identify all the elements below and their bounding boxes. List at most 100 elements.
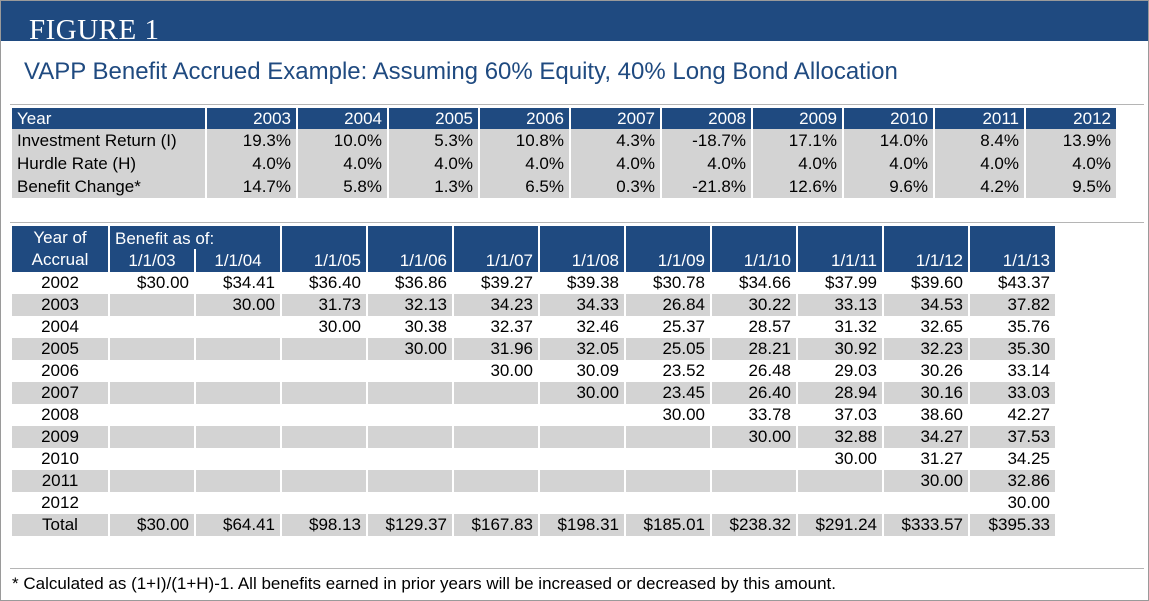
benefit-cell: 35.76	[1007, 317, 1050, 336]
header-spacer	[798, 226, 882, 249]
benefit-cell: 30.92	[798, 338, 882, 360]
accrual-year-cell: 2010	[41, 449, 79, 468]
benefit-cell: 30.00	[318, 317, 361, 336]
benefit-cell: 30.00	[884, 470, 968, 492]
benefit-row: 2002 $30.00 $34.41 $36.40 $36.86 $39.27 $39.38…	[12, 272, 1055, 294]
total-cell: $185.01	[626, 514, 710, 536]
accrual-year-cell: 2009	[12, 426, 108, 448]
accrual-year-cell: 2005	[12, 338, 108, 360]
benefit-cell: $34.66	[739, 273, 791, 292]
benefit-row: 2009 30.00 32.88 34.27 37.53	[12, 426, 1055, 448]
benefit-cell	[626, 492, 710, 514]
benefit-cell	[196, 360, 280, 382]
header-spacer	[540, 226, 624, 249]
benefit-cell: 33.03	[970, 382, 1055, 404]
benefit-cell	[196, 316, 280, 338]
benefit-cell: 32.86	[970, 470, 1055, 492]
benefit-cell: 26.84	[626, 294, 710, 316]
row-label: Hurdle Rate (H)	[12, 152, 205, 175]
year-header-cell: 2005	[389, 108, 478, 129]
benefit-cell: $39.27	[481, 273, 533, 292]
year-header-cell: 2008	[662, 108, 751, 129]
total-cell: $333.57	[884, 514, 968, 536]
date-header-cell: 1/1/06	[368, 249, 452, 272]
benefit-cell	[540, 492, 624, 514]
benefit-cell: 30.38	[404, 317, 447, 336]
header-spacer	[454, 226, 538, 249]
row-label: Investment Return (I)	[12, 129, 205, 152]
year-header-cell: 2012	[1026, 108, 1116, 129]
header-spacer	[626, 226, 710, 249]
benefit-cell: 31.96	[454, 338, 538, 360]
benefit-cell: 30.00	[490, 361, 533, 380]
returns-cell: 4.3%	[571, 129, 660, 152]
benefit-cell	[196, 470, 280, 492]
accrual-year-cell: 2007	[12, 382, 108, 404]
benefit-cell: 32.23	[884, 338, 968, 360]
benefit-cell: $39.60	[911, 273, 963, 292]
year-header-cell: 2007	[571, 108, 660, 129]
returns-cell: 12.6%	[753, 175, 842, 198]
benefit-cell	[368, 448, 452, 470]
benefit-cell: 28.21	[712, 338, 796, 360]
benefit-cell: 25.37	[662, 317, 705, 336]
returns-cell: 14.7%	[207, 175, 296, 198]
accrual-year-cell: 2004	[41, 317, 79, 336]
returns-cell: 19.3%	[207, 129, 296, 152]
benefit-cell: 30.16	[884, 382, 968, 404]
benefit-cell: 30.00	[834, 449, 877, 468]
divider	[10, 222, 1144, 223]
benefit-row: 2012 30.00	[12, 492, 1055, 514]
benefit-cell	[196, 404, 280, 426]
year-header-cell: 2009	[753, 108, 842, 129]
benefit-cell: 34.27	[884, 426, 968, 448]
returns-cell: 4.0%	[1026, 152, 1116, 175]
benefit-cell: 37.82	[970, 294, 1055, 316]
benefit-cell	[626, 470, 710, 492]
returns-cell: 10.8%	[480, 129, 569, 152]
benefit-cell: $43.37	[998, 273, 1050, 292]
benefit-cell	[282, 448, 366, 470]
figure-label: FIGURE 1	[29, 14, 160, 46]
benefit-cell: 30.00	[1007, 493, 1050, 512]
benefit-cell: 25.05	[626, 338, 710, 360]
date-header-cell: 1/1/12	[884, 249, 968, 272]
total-cell: $30.00	[110, 514, 194, 536]
benefit-cell	[454, 448, 538, 470]
benefit-cell	[282, 404, 366, 426]
year-of-accrual-line2: Accrual	[31, 250, 89, 269]
header-spacer	[970, 226, 1055, 249]
benefit-cell: 32.65	[920, 317, 963, 336]
benefit-cell: 34.33	[540, 294, 624, 316]
returns-cell: 6.5%	[480, 175, 569, 198]
benefit-cell	[626, 426, 710, 448]
benefit-cell: 30.26	[920, 361, 963, 380]
year-header-cell: 2004	[298, 108, 387, 129]
benefit-cell	[110, 470, 194, 492]
benefit-cell	[196, 448, 280, 470]
benefit-cell: 28.94	[798, 382, 882, 404]
benefit-cell: 30.09	[576, 361, 619, 380]
returns-cell: 9.5%	[1026, 175, 1116, 198]
benefit-cell: 35.30	[970, 338, 1055, 360]
total-row: Total $30.00 $64.41 $98.13 $129.37 $167.83 $19…	[12, 514, 1055, 536]
benefit-cell: 34.53	[884, 294, 968, 316]
benefit-cell	[110, 316, 194, 338]
benefit-cell: 33.14	[1007, 361, 1050, 380]
benefit-cell: 26.48	[748, 361, 791, 380]
figure-banner: FIGURE 1	[1, 1, 1148, 45]
returns-cell: 4.0%	[935, 152, 1024, 175]
date-header-cell: 1/1/07	[454, 249, 538, 272]
year-of-accrual-header: Year of Accrual	[12, 226, 108, 272]
accrual-year-cell: 2006	[41, 361, 79, 380]
returns-cell: 4.0%	[389, 152, 478, 175]
accrual-year-cell: 2003	[12, 294, 108, 316]
benefit-cell	[454, 426, 538, 448]
benefit-cell	[110, 294, 194, 316]
benefit-row: 2005 30.00 31.96 32.05 25.05 28.21 30.92 32.23 3…	[12, 338, 1055, 360]
benefit-as-of-header: Benefit as of:	[110, 226, 280, 249]
year-header-cell: 2006	[480, 108, 569, 129]
benefit-cell: 30.00	[196, 294, 280, 316]
benefit-cell: 30.22	[712, 294, 796, 316]
benefit-cell: $37.99	[825, 273, 877, 292]
